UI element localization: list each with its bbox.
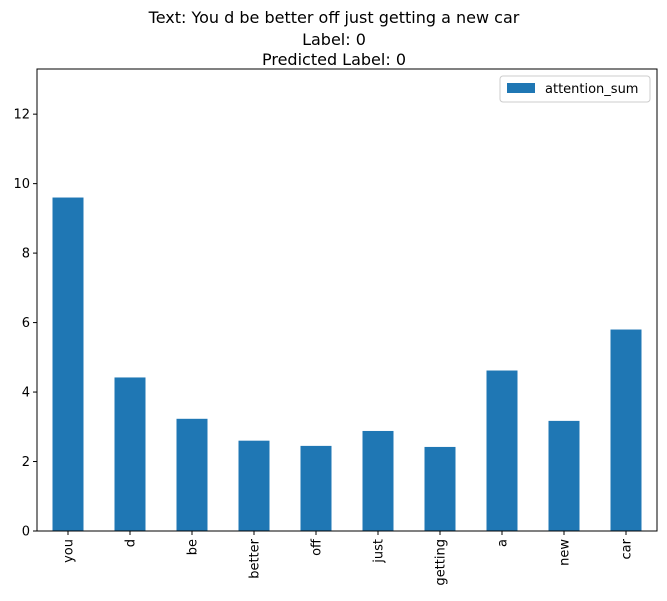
title-line-3: Predicted Label: 0 [262, 50, 406, 69]
x-tick-label: a [496, 539, 511, 547]
bar-d [114, 377, 146, 531]
bar-be [176, 418, 208, 531]
bar-getting [424, 446, 456, 531]
y-tick-label: 10 [13, 177, 30, 192]
x-tick-label: d [124, 539, 139, 547]
bar-new [548, 420, 580, 531]
legend-swatch [507, 83, 535, 93]
bar-just [362, 430, 394, 531]
bar-better [238, 440, 270, 531]
title-line-2: Label: 0 [302, 30, 366, 49]
x-tick-label: new [558, 539, 573, 566]
bar-you [52, 197, 84, 531]
y-tick-label: 8 [22, 247, 30, 262]
x-axis: you d be better off just getting a new car [62, 531, 635, 586]
y-tick-label: 6 [22, 316, 30, 331]
y-axis: 0 2 4 6 8 10 12 [13, 108, 37, 540]
y-tick-label: 4 [22, 386, 30, 401]
y-tick-label: 12 [13, 108, 30, 123]
y-tick-label: 2 [22, 455, 30, 470]
bar-off [300, 445, 332, 531]
chart-title: Text: You d be better off just getting a… [148, 8, 520, 69]
x-tick-label: getting [434, 539, 449, 586]
x-tick-label: better [248, 538, 263, 578]
y-tick-label: 0 [22, 525, 30, 540]
plot-frame [36, 68, 658, 532]
legend: attention_sum [499, 75, 651, 103]
bars-group [52, 197, 642, 531]
x-tick-label: car [620, 538, 635, 559]
title-line-1: Text: You d be better off just getting a… [148, 8, 520, 27]
legend-box [499, 75, 651, 103]
legend-label: attention_sum [545, 82, 638, 97]
x-tick-label: you [62, 539, 77, 563]
bar-a [486, 370, 518, 531]
x-tick-label: off [310, 538, 325, 556]
bar-car [610, 329, 642, 531]
x-tick-label: just [372, 539, 387, 564]
x-tick-label: be [186, 539, 201, 555]
